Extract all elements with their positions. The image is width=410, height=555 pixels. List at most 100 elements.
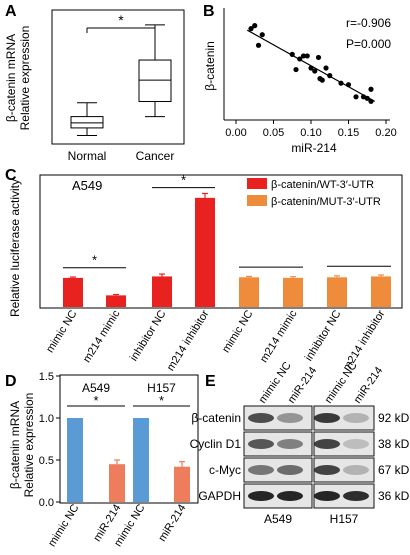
blot-band <box>248 491 274 501</box>
scatter-point <box>312 68 318 74</box>
scatter-point <box>297 56 303 62</box>
bar-mut <box>283 277 303 307</box>
blot-band <box>248 465 274 475</box>
scatter-point <box>315 54 322 61</box>
panel-a-sig-star: * <box>118 12 124 28</box>
bar-mut <box>327 277 347 307</box>
protein-label: GAPDH <box>198 489 241 503</box>
x-label-cancer: Cancer <box>136 149 175 163</box>
panel-b-ylabel: β-catenin <box>203 41 217 91</box>
panel-a-ylabel-1: β-catenin mRNA <box>4 34 18 122</box>
protein-label: Cyclin D1 <box>190 437 242 451</box>
scatter-point <box>293 66 299 73</box>
panel-a-boxes <box>70 24 172 136</box>
size-label: 36 kD <box>378 489 410 503</box>
significance-star: * <box>93 393 98 408</box>
scatter-point <box>248 26 254 32</box>
blot-band <box>314 439 340 449</box>
panel-a-frame <box>51 9 185 145</box>
blot-band <box>248 439 274 449</box>
blot-band <box>314 465 340 475</box>
box-cancer <box>138 59 172 103</box>
bar <box>67 418 83 502</box>
panel-c-cell-line: A549 <box>72 178 102 193</box>
size-label: 38 kD <box>378 437 410 451</box>
panel-b-r-value: r=-0.906 <box>346 16 391 30</box>
blot-band <box>277 491 303 501</box>
scatter-point <box>259 32 265 38</box>
x-label: mimic NC <box>220 308 255 355</box>
panel-e-letter: E <box>205 373 216 390</box>
scatter-point <box>338 80 344 86</box>
panel-c-letter: C <box>5 167 17 184</box>
group-title: H157 <box>147 381 176 395</box>
blot-band <box>277 439 303 449</box>
bar-mut <box>371 276 391 307</box>
scatter-point <box>353 94 359 100</box>
scatter-point <box>300 53 307 59</box>
blot-band <box>343 439 369 449</box>
scatter-point <box>252 23 258 29</box>
scatter-point <box>319 77 325 83</box>
bar-mut <box>239 277 259 307</box>
x-label: m214 mimic <box>81 308 123 365</box>
bar-wt <box>195 197 215 307</box>
x-tick-label: 0.20 <box>375 127 396 139</box>
scatter-point <box>327 73 333 79</box>
panel-a-letter: A <box>5 3 17 20</box>
bar-wt <box>106 295 126 307</box>
protein-label: β-catenin <box>191 411 241 425</box>
x-tick-label: 0.00 <box>225 127 246 139</box>
bar-wt <box>63 277 83 307</box>
significance-star: * <box>159 393 164 408</box>
panel-b-letter: B <box>203 3 215 20</box>
panel-c: C Relative luciferase activity A549 β-ca… <box>5 167 403 373</box>
x-label: m214 mimic <box>258 308 300 365</box>
x-label: mimic NC <box>44 308 79 355</box>
scatter-point <box>323 65 329 71</box>
scatter-point <box>308 65 314 71</box>
panel-d-ylabel-1: β-catenin mRNA <box>8 401 22 489</box>
bar <box>174 466 190 502</box>
panel-c-bars: ** <box>63 173 391 307</box>
bar <box>109 464 125 502</box>
x-label: inhibitor NC <box>303 308 344 363</box>
x-label: miR-214 <box>156 502 188 544</box>
panel-a-xlabels: Normal Cancer <box>68 149 175 163</box>
legend-label: β-catenin/MUT-3′-UTR <box>271 196 381 208</box>
x-tick-label: 0.15 <box>338 127 359 139</box>
bar <box>133 418 149 502</box>
panel-b-points <box>246 23 376 104</box>
panel-b-xlabel: miR-214 <box>291 141 337 155</box>
panel-a: A β-catenin mRNA Relative expression * N… <box>4 3 185 163</box>
x-label: mimic NC <box>46 502 81 549</box>
x-label: inhibitor NC <box>128 308 169 363</box>
x-label-normal: Normal <box>68 149 107 163</box>
x-tick-label: 0.05 <box>263 127 284 139</box>
size-label: 92 kD <box>378 411 410 425</box>
scatter-point <box>255 42 262 48</box>
blot-band <box>343 413 369 423</box>
panel-d-ylabel-2: Relative expression <box>22 393 36 498</box>
panel-d-letter: D <box>5 373 17 390</box>
blot-band <box>314 491 340 501</box>
blot-band <box>277 465 303 475</box>
scatter-point <box>364 95 370 101</box>
y-tick-label: 0.5 <box>39 455 54 467</box>
cell-line-label: H157 <box>330 512 359 526</box>
blot-band <box>277 413 303 423</box>
y-tick-label: 1.5 <box>39 371 54 383</box>
scatter-point <box>345 82 352 88</box>
significance-star: * <box>92 253 97 268</box>
panel-d: D β-catenin mRNA Relative expression 0.0… <box>5 371 199 549</box>
box-normal <box>70 116 104 129</box>
cell-line-label: A549 <box>264 512 292 526</box>
scatter-point <box>304 53 310 59</box>
panel-b: B β-catenin r=-0.906 P=0.000 0.00 0.05 0.1… <box>203 3 397 155</box>
y-tick-label: 1.0 <box>39 413 54 425</box>
